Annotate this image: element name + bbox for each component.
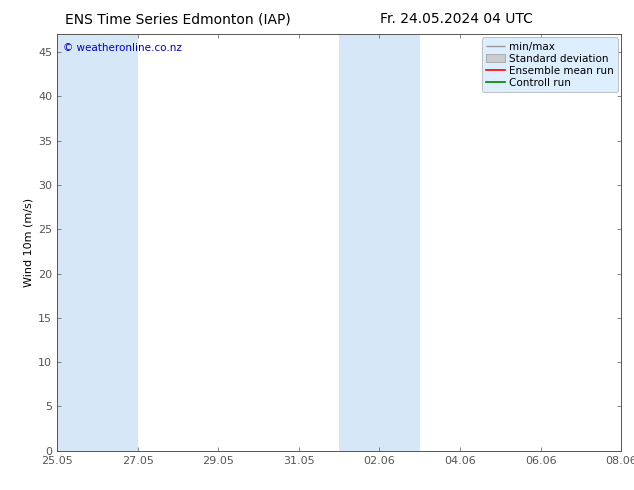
Text: Fr. 24.05.2024 04 UTC: Fr. 24.05.2024 04 UTC xyxy=(380,12,533,26)
Text: © weatheronline.co.nz: © weatheronline.co.nz xyxy=(63,43,181,52)
Y-axis label: Wind 10m (m/s): Wind 10m (m/s) xyxy=(24,198,34,287)
Legend: min/max, Standard deviation, Ensemble mean run, Controll run: min/max, Standard deviation, Ensemble me… xyxy=(482,37,618,92)
Bar xyxy=(339,34,420,451)
Text: ENS Time Series Edmonton (IAP): ENS Time Series Edmonton (IAP) xyxy=(65,12,290,26)
Bar xyxy=(621,34,634,451)
Bar xyxy=(57,34,138,451)
